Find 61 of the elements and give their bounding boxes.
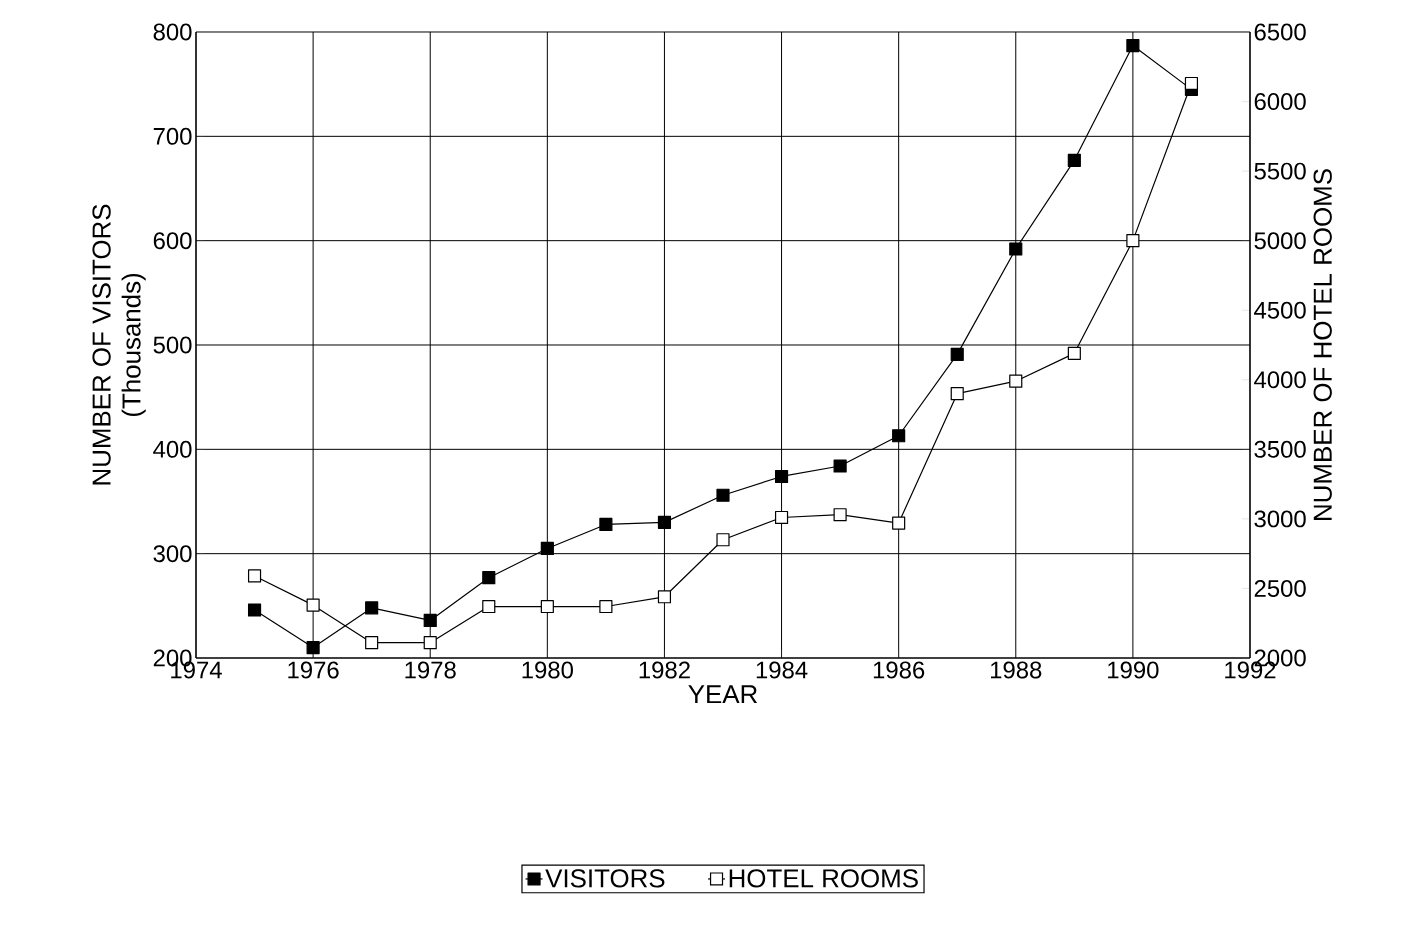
y2-tick-label: 2500 <box>1254 579 1306 597</box>
x-tick-label: 1976 <box>288 661 339 679</box>
point <box>482 571 496 585</box>
point <box>1126 38 1140 53</box>
point <box>1126 234 1140 248</box>
y2-tick-label: 5500 <box>1254 162 1306 180</box>
point <box>1009 374 1023 388</box>
y2-tick-label: 3000 <box>1254 510 1306 528</box>
x-axis-title: YEAR <box>688 685 758 704</box>
y-tick-label: 300 <box>153 545 192 563</box>
point <box>1067 153 1081 167</box>
point <box>247 569 262 583</box>
x-tick-label: 1988 <box>991 661 1042 679</box>
point <box>833 459 847 473</box>
point <box>540 541 554 556</box>
point <box>657 590 672 604</box>
point <box>1009 242 1023 256</box>
point <box>365 601 379 615</box>
x-tick-label: 1982 <box>639 661 690 679</box>
point <box>716 488 730 502</box>
point <box>657 515 672 529</box>
point <box>950 347 964 361</box>
point <box>423 636 437 650</box>
point <box>892 429 906 443</box>
y2-tick-label: 6000 <box>1254 93 1306 111</box>
point <box>423 613 437 628</box>
point <box>306 640 320 655</box>
y2-tick-label: 4000 <box>1254 371 1306 389</box>
y-tick-label: 500 <box>153 336 192 354</box>
legend-label: VISITORS <box>545 869 665 888</box>
y-tick-label: 400 <box>153 440 192 458</box>
point <box>365 636 379 650</box>
point <box>306 598 320 612</box>
point <box>716 533 730 547</box>
point <box>540 599 554 614</box>
x-tick-label: 1986 <box>873 661 925 679</box>
x-tick-label: 1990 <box>1108 661 1159 679</box>
point <box>247 603 262 617</box>
point <box>833 508 847 522</box>
y-axis-title: NUMBER OF VISITORS (Thousands) <box>92 204 146 485</box>
point <box>482 599 496 614</box>
y2-axis-title: NUMBER OF HOTEL ROOMS <box>1313 169 1332 520</box>
point <box>1067 346 1081 360</box>
point <box>599 517 613 532</box>
x-tick-label: 1978 <box>405 661 456 679</box>
point <box>774 469 789 484</box>
point <box>892 516 906 530</box>
point <box>1184 76 1199 91</box>
y-tick-label: 800 <box>153 23 192 41</box>
point <box>950 387 964 401</box>
x-tick-label: 1980 <box>522 661 573 679</box>
y-tick-label: 600 <box>153 232 192 250</box>
point <box>774 510 789 525</box>
y2-tick-label: 4500 <box>1254 301 1306 319</box>
point <box>599 599 613 614</box>
x-tick-label: 1984 <box>756 661 808 679</box>
y2-tick-label: 6500 <box>1254 23 1306 41</box>
y-tick-label: 700 <box>153 127 192 145</box>
y2-tick-label: 5000 <box>1254 232 1306 250</box>
y2-tick-label: 3500 <box>1254 440 1306 458</box>
legend-label: HOTEL ROOMS <box>729 869 918 888</box>
